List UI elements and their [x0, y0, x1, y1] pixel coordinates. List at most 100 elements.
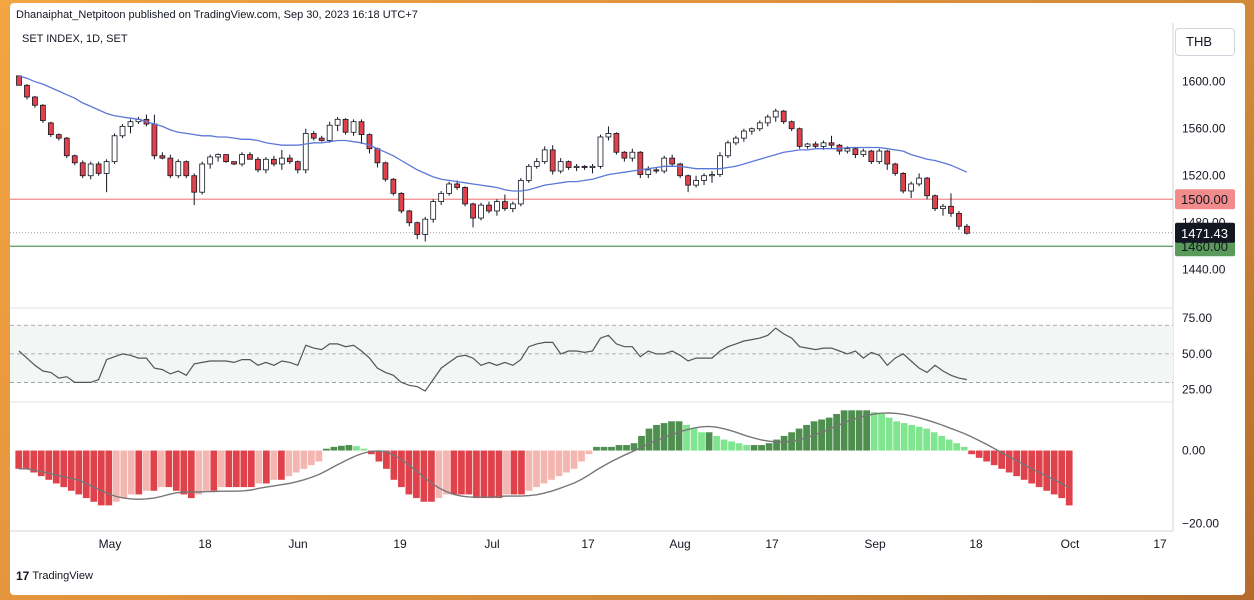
histogram-bar: [735, 443, 743, 451]
down-candle: [24, 84, 30, 98]
down-candle: [932, 195, 938, 210]
histogram-bar: [923, 428, 931, 451]
up-candle: [541, 149, 548, 163]
histogram-bar: [15, 450, 23, 469]
rsi-line: [18, 327, 968, 392]
chart-canvas[interactable]: 1600.001560.001520.001480.001440.001500.…: [10, 3, 1245, 595]
chart-frame: Dhanaiphat_Netpitoon published on Tradin…: [10, 3, 1245, 595]
histogram-bar: [585, 450, 593, 455]
histogram-bar: [172, 450, 180, 491]
up-candle: [756, 122, 763, 130]
up-candle: [533, 161, 540, 167]
histogram-bar: [338, 445, 345, 451]
up-candle: [764, 116, 771, 124]
histogram-bar: [187, 450, 195, 499]
histogram-bar: [525, 450, 533, 491]
down-candle: [151, 123, 158, 157]
histogram-bar: [345, 445, 353, 451]
down-candle: [32, 96, 38, 106]
up-candle: [629, 151, 636, 159]
down-candle: [40, 104, 46, 121]
up-candle: [709, 174, 715, 177]
down-candle: [868, 150, 875, 163]
histogram-bar: [300, 450, 308, 469]
histogram-bar: [578, 450, 585, 462]
down-candle: [398, 192, 405, 212]
histogram-bar: [120, 450, 128, 499]
histogram-bar: [292, 450, 300, 473]
down-candle: [549, 149, 556, 172]
histogram-bar: [210, 450, 218, 491]
histogram-bar: [938, 435, 946, 451]
histogram-bar: [67, 450, 75, 491]
histogram-bar: [52, 450, 60, 484]
histogram-bar: [368, 450, 375, 455]
down-candle: [948, 205, 954, 214]
histogram-bar: [833, 413, 840, 451]
histogram-bar: [390, 450, 398, 480]
histogram-bar: [285, 450, 293, 477]
down-candle: [95, 163, 102, 174]
down-candle: [55, 134, 62, 139]
currency-button[interactable]: THB: [1175, 28, 1235, 56]
histogram-bar: [840, 410, 848, 451]
histogram-bar: [953, 443, 961, 451]
histogram-bar: [930, 432, 938, 451]
down-candle: [677, 163, 684, 177]
up-candle: [215, 154, 221, 158]
rsi-tick-label: 25.00: [1182, 383, 1212, 397]
down-candle: [382, 162, 389, 180]
histogram-bar: [22, 450, 30, 469]
histogram-bar: [1013, 450, 1021, 477]
down-candle: [183, 161, 190, 177]
histogram-bar: [758, 445, 765, 451]
histogram-bar: [195, 450, 203, 495]
histogram-bar: [975, 450, 983, 458]
histogram-bar: [945, 439, 953, 451]
histogram-bar: [518, 450, 525, 495]
down-candle: [71, 155, 78, 164]
down-candle: [286, 157, 293, 163]
histogram-bar: [645, 428, 653, 451]
histogram-bar: [105, 450, 113, 506]
histogram-bar: [900, 423, 908, 451]
down-candle: [342, 118, 349, 133]
down-candle: [613, 133, 620, 153]
up-candle: [573, 165, 580, 168]
down-candle: [653, 169, 660, 172]
up-candle: [334, 118, 341, 126]
up-candle: [517, 180, 524, 205]
down-candle: [637, 151, 644, 175]
tradingview-brand[interactable]: 17 TradingView: [16, 569, 93, 583]
down-candle: [358, 121, 365, 136]
price-tick-label: 1520.00: [1182, 169, 1226, 183]
down-candle: [47, 122, 54, 136]
histogram-bar: [1058, 450, 1066, 499]
histogram-bar: [37, 450, 45, 477]
down-candle: [310, 133, 317, 139]
histogram-bar: [893, 421, 901, 451]
up-candle: [430, 201, 437, 220]
up-candle: [239, 154, 245, 165]
histogram-bar: [593, 446, 600, 451]
histogram-bar: [413, 450, 420, 499]
histogram-bar: [323, 448, 330, 451]
time-tick-label: 18: [198, 537, 212, 551]
up-candle: [661, 157, 668, 172]
down-candle: [390, 178, 397, 194]
down-candle: [271, 158, 277, 165]
symbol-legend[interactable]: SET INDEX, 1D, SET: [22, 33, 128, 45]
price-tick-label: 1600.00: [1182, 75, 1226, 89]
histogram-bar: [668, 421, 675, 451]
time-tick-label: May: [99, 537, 122, 551]
up-candle: [820, 142, 827, 147]
histogram-bar: [82, 450, 90, 499]
histogram-bar: [728, 441, 735, 451]
up-candle: [740, 130, 747, 139]
histogram-bar: [503, 450, 510, 495]
histogram-bar: [698, 432, 705, 451]
histogram-bar: [1005, 450, 1013, 473]
histogram-bar: [675, 421, 683, 451]
histogram-bar: [533, 450, 540, 488]
up-candle: [733, 137, 739, 144]
